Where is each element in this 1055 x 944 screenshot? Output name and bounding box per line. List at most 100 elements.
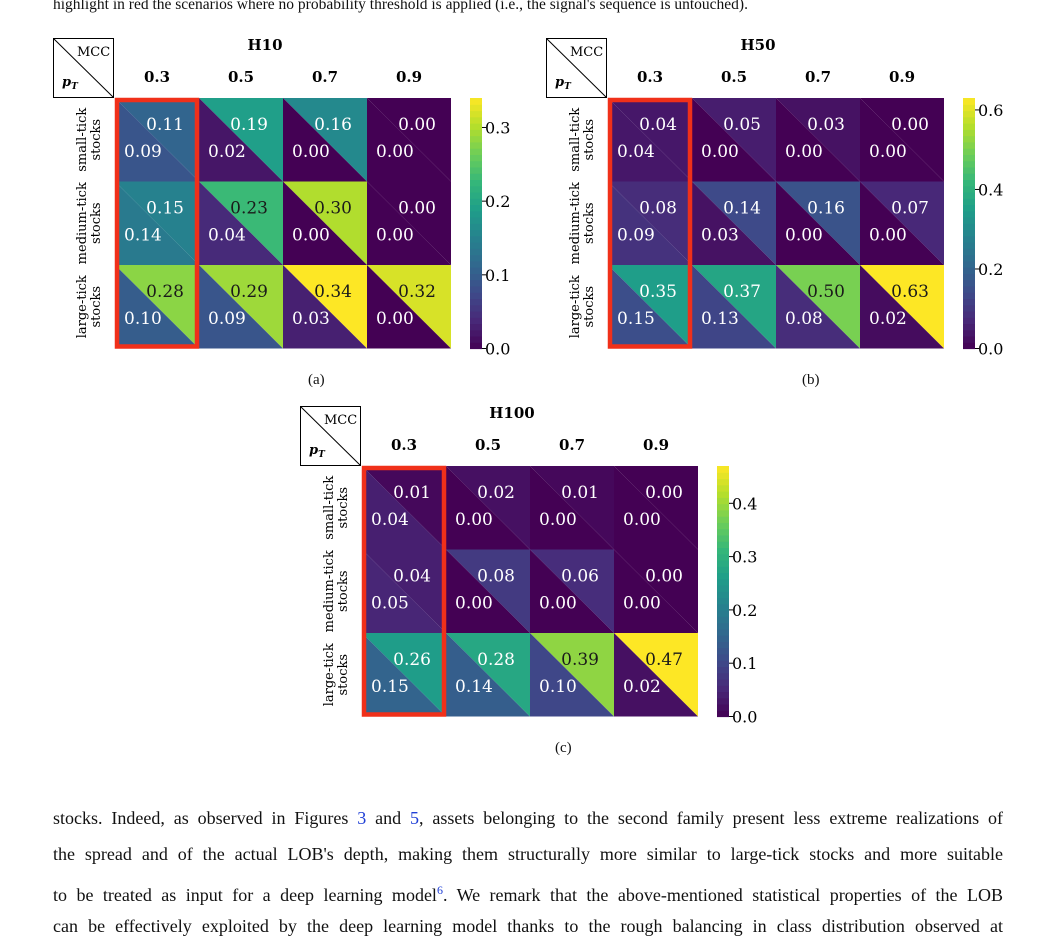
colorbar-segment — [717, 522, 729, 530]
colorbar-segment — [963, 166, 975, 174]
heatmap-cell-lower — [776, 181, 860, 265]
heatmap-cell-lower — [367, 265, 451, 349]
colorbar-segment — [717, 528, 729, 536]
colorbar-segment — [963, 335, 975, 343]
colorbar-segment — [717, 647, 729, 655]
row-label: stocks — [336, 570, 351, 612]
cell-value-upper: 0.28 — [146, 282, 184, 302]
colorbar-segment — [717, 628, 729, 636]
cell-value-upper: 0.47 — [645, 650, 683, 670]
cell-value-lower: 0.02 — [623, 677, 661, 697]
cell-value-lower: 0.15 — [371, 677, 409, 697]
cell-value-lower: 0.13 — [701, 309, 739, 329]
cell-value-upper: 0.19 — [230, 115, 268, 135]
cell-value-upper: 0.00 — [645, 567, 683, 587]
row-label: stocks — [89, 119, 104, 161]
colorbar-segment — [963, 179, 975, 187]
colorbar-segment — [963, 216, 975, 224]
corner-diagonal — [300, 406, 361, 466]
colorbar-segment — [963, 260, 975, 268]
colorbar-segment — [963, 304, 975, 312]
heatmap-cell-lower — [367, 98, 451, 182]
cell-value-upper: 0.00 — [645, 483, 683, 503]
cell-value-lower: 0.14 — [455, 677, 493, 697]
colorbar-segment — [717, 660, 729, 667]
colorbar-segment — [470, 317, 482, 325]
cell-value-upper: 0.28 — [477, 650, 515, 670]
highlight-box — [114, 97, 200, 349]
colorbar-segment — [470, 191, 482, 199]
cell-value-upper: 0.14 — [723, 199, 761, 219]
colorbar-segment — [963, 98, 975, 105]
column-header: 0.5 — [721, 68, 747, 86]
highlight-box — [361, 465, 447, 717]
colorbar-segment — [717, 641, 729, 649]
heatmap-cell-lower — [614, 549, 698, 633]
colorbar-segment — [470, 229, 482, 237]
colorbar-segment — [470, 141, 482, 149]
caption-a: (a) — [308, 372, 325, 388]
colorbar-segment — [470, 298, 482, 306]
colorbar-segment — [717, 547, 729, 555]
colorbar-segment — [470, 279, 482, 287]
row-label: small-tick — [75, 108, 90, 172]
cell-value-lower: 0.04 — [371, 510, 409, 530]
colorbar-segment — [963, 204, 975, 212]
corner-label-pt-sub: T — [318, 450, 326, 460]
colorbar-segment — [470, 323, 482, 331]
paragraph-line-1: stocks. Indeed, as observed in Figures 3… — [53, 800, 1003, 836]
footnote-6-link[interactable]: 6 — [436, 883, 443, 897]
paragraph-line-3: to be treated as input for a deep learni… — [53, 872, 1003, 908]
corner-diagonal — [546, 38, 607, 98]
line1-part-c: , assets belonging to the second family … — [418, 808, 1003, 828]
colorbar-tick-label: 0.0 — [485, 340, 510, 359]
colorbar-tick-label: 0.6 — [978, 101, 1003, 120]
colorbar-segment — [717, 678, 729, 686]
cell-value-upper: 0.39 — [561, 650, 599, 670]
colorbar-segment — [470, 148, 482, 155]
cell-value-lower: 0.00 — [539, 510, 577, 530]
colorbar-segment — [963, 342, 975, 350]
corner-label-pt-sub: T — [564, 82, 572, 92]
colorbar-segment — [717, 672, 729, 680]
cell-value-upper: 0.37 — [723, 282, 761, 302]
colorbar-segment — [717, 491, 729, 498]
heatmap-cell-lower — [199, 98, 283, 182]
colorbar-tick-label: 0.4 — [978, 180, 1003, 199]
column-header: 0.3 — [391, 436, 417, 454]
cell-value-upper: 0.08 — [639, 199, 677, 219]
colorbar-segment — [963, 235, 975, 243]
corner-label-pt: pT — [555, 75, 572, 92]
figure-ref-5-link[interactable]: 5 — [409, 808, 419, 828]
colorbar-segment — [963, 317, 975, 325]
cell-value-upper: 0.01 — [561, 483, 599, 503]
colorbar-segment — [963, 198, 975, 206]
colorbar-segment — [470, 129, 482, 137]
heatmap-cell-lower — [530, 466, 614, 550]
colorbar-segment — [963, 185, 975, 193]
corner-diagonal — [53, 38, 114, 98]
heatmap-cell-lower — [362, 633, 446, 717]
row-label: stocks — [89, 286, 104, 328]
cell-value-lower: 0.00 — [376, 309, 414, 329]
cell-value-upper: 0.08 — [477, 567, 515, 587]
colorbar-segment — [963, 160, 975, 168]
colorbar-segment — [470, 179, 482, 187]
colorbar-tick-label: 0.1 — [485, 266, 510, 285]
colorbar-segment — [717, 597, 729, 605]
figure-ref-3-link[interactable]: 3 — [357, 808, 367, 828]
top-text-line: highlight in red the scenarios where no … — [53, 0, 748, 13]
heatmap-cell-lower — [776, 265, 860, 349]
colorbar-segment — [470, 210, 482, 218]
cell-value-lower: 0.02 — [208, 142, 246, 162]
column-header: 0.7 — [559, 436, 585, 454]
column-header: 0.5 — [475, 436, 501, 454]
colorbar-segment — [470, 273, 482, 281]
colorbar-segment — [470, 342, 482, 350]
cell-value-lower: 0.10 — [124, 309, 162, 329]
heatmap-cell-lower — [608, 98, 692, 182]
colorbar-segment — [470, 304, 482, 312]
heatmap-cell-lower — [199, 265, 283, 349]
heatmap-cell-lower — [614, 633, 698, 717]
colorbar-segment — [963, 148, 975, 155]
